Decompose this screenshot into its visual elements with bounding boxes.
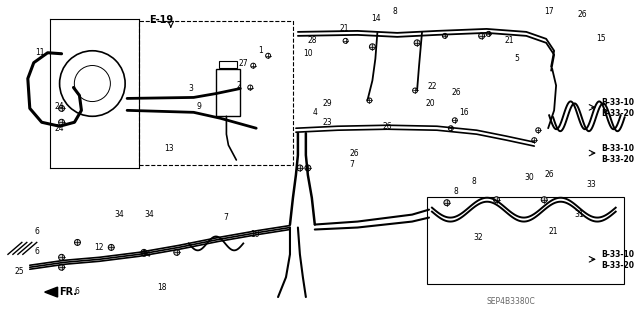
Text: 7: 7 (349, 160, 355, 169)
Text: 1: 1 (258, 46, 263, 55)
Text: 26: 26 (544, 170, 554, 179)
Circle shape (108, 244, 114, 250)
Circle shape (141, 249, 147, 255)
Text: SEP4B3380C: SEP4B3380C (486, 296, 535, 306)
Bar (216, 69, 240, 116)
Text: 26: 26 (382, 122, 392, 131)
Text: 25: 25 (15, 267, 24, 276)
Text: 26: 26 (452, 88, 461, 97)
Circle shape (413, 88, 417, 93)
Text: 2: 2 (236, 81, 241, 90)
Text: 16: 16 (459, 108, 468, 117)
Circle shape (74, 240, 81, 245)
Text: 7: 7 (223, 213, 228, 222)
Text: 26: 26 (578, 10, 588, 19)
Text: B-33-20: B-33-20 (601, 154, 634, 164)
Text: 32: 32 (474, 233, 483, 242)
Text: 26: 26 (349, 149, 359, 158)
Circle shape (59, 254, 65, 260)
Text: 33: 33 (587, 180, 596, 189)
Circle shape (305, 165, 311, 171)
Text: 6: 6 (74, 286, 79, 296)
Circle shape (297, 165, 303, 171)
Text: 6: 6 (35, 227, 40, 236)
Circle shape (532, 138, 537, 143)
Text: 14: 14 (371, 14, 381, 24)
Text: 11: 11 (35, 48, 44, 57)
Circle shape (442, 33, 447, 38)
Circle shape (449, 126, 453, 131)
Text: 4: 4 (313, 108, 317, 117)
Text: 34: 34 (141, 250, 151, 259)
Text: B-33-10: B-33-10 (601, 250, 634, 259)
Text: 28: 28 (308, 36, 317, 45)
Circle shape (248, 85, 253, 90)
Text: 8: 8 (392, 6, 397, 16)
Text: 5: 5 (515, 54, 519, 63)
Circle shape (479, 33, 484, 39)
Text: B-33-20: B-33-20 (601, 109, 634, 118)
Text: 6: 6 (35, 247, 40, 256)
Circle shape (369, 44, 376, 50)
Text: 34: 34 (144, 210, 154, 219)
Text: 29: 29 (323, 99, 332, 108)
Circle shape (493, 197, 499, 203)
Text: 8: 8 (472, 177, 476, 186)
Text: 24: 24 (54, 102, 64, 111)
Text: 9: 9 (196, 102, 202, 111)
Circle shape (251, 63, 256, 68)
Circle shape (444, 200, 450, 206)
Text: 17: 17 (544, 6, 554, 16)
Circle shape (536, 128, 541, 133)
Text: 21: 21 (548, 227, 557, 236)
Text: 22: 22 (427, 82, 436, 91)
Text: 3: 3 (189, 84, 193, 93)
Text: 15: 15 (596, 34, 605, 43)
Text: B-33-10: B-33-10 (601, 144, 634, 152)
Bar (220, 61, 237, 68)
Text: 10: 10 (303, 49, 312, 58)
Text: 34: 34 (114, 210, 124, 219)
Circle shape (343, 38, 348, 43)
Text: 31: 31 (574, 210, 584, 219)
Circle shape (266, 53, 271, 58)
Text: 8: 8 (454, 187, 459, 196)
Text: 24: 24 (54, 124, 64, 133)
Circle shape (414, 40, 420, 46)
Text: FR.: FR. (60, 287, 77, 297)
Circle shape (59, 105, 65, 111)
Text: 19: 19 (250, 230, 260, 239)
Text: 23: 23 (323, 118, 332, 127)
Circle shape (452, 118, 458, 123)
Circle shape (541, 197, 547, 203)
Circle shape (367, 98, 372, 103)
Polygon shape (45, 287, 58, 297)
Circle shape (486, 31, 491, 36)
Text: 12: 12 (94, 243, 104, 252)
Text: 21: 21 (504, 36, 514, 45)
Text: E-19: E-19 (149, 15, 173, 25)
Text: 27: 27 (238, 59, 248, 68)
Circle shape (59, 119, 65, 125)
Text: 30: 30 (524, 173, 534, 182)
Text: B-33-20: B-33-20 (601, 261, 634, 270)
Circle shape (174, 249, 180, 255)
Circle shape (59, 264, 65, 270)
Bar (139, 21, 293, 165)
Text: 20: 20 (425, 99, 435, 108)
Text: B-33-10: B-33-10 (601, 98, 634, 107)
Text: 21: 21 (340, 25, 349, 33)
Bar (427, 197, 623, 284)
Text: 18: 18 (157, 283, 166, 292)
Text: 13: 13 (164, 144, 173, 152)
